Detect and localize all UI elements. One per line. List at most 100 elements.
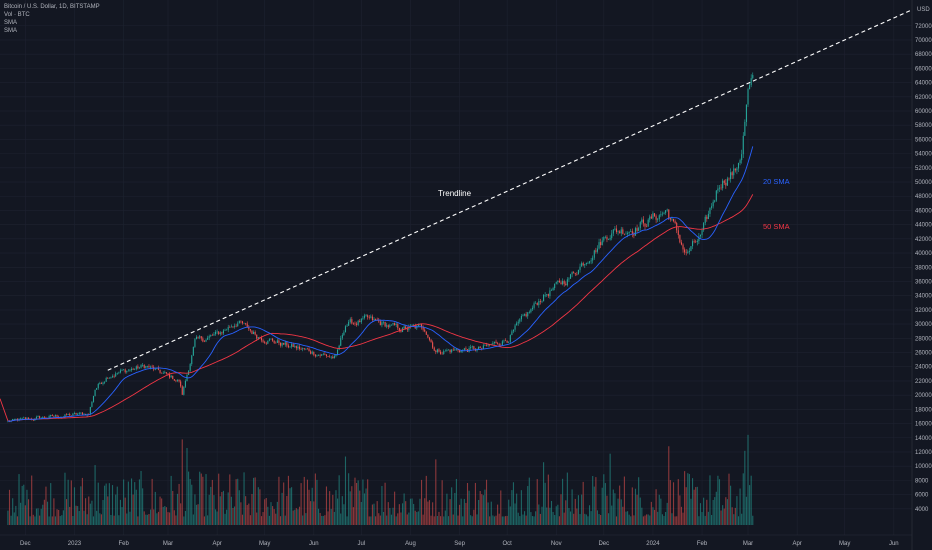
candle-body	[99, 383, 101, 384]
volume-bar	[734, 507, 736, 525]
candle-body	[506, 340, 508, 343]
volume-bar	[615, 516, 618, 525]
candle-body	[718, 187, 721, 189]
volume-bar	[97, 482, 99, 525]
volume-bar	[351, 486, 353, 525]
volume-bar	[316, 479, 318, 525]
volume-bar	[302, 515, 304, 525]
candle-body	[121, 370, 123, 371]
volume-bar	[338, 475, 340, 525]
candle-body	[398, 328, 400, 332]
candle-body	[539, 301, 541, 302]
sma20-label: 20 SMA	[763, 177, 790, 186]
candle-body	[726, 178, 728, 186]
candle-body	[658, 215, 660, 219]
volume-bar	[400, 512, 402, 525]
volume-bar	[180, 503, 182, 525]
volume-bar	[384, 482, 386, 525]
time-tick-label: Sep	[454, 541, 465, 547]
volume-bar	[386, 515, 388, 525]
candle-body	[15, 418, 17, 420]
volume-bar	[284, 515, 286, 525]
candle-body	[27, 417, 30, 420]
volume-bar	[462, 516, 464, 525]
volume-bar	[183, 516, 185, 525]
volume-bar	[520, 490, 522, 525]
volume-bar	[42, 504, 44, 525]
volume-bar	[145, 514, 147, 525]
candle-body	[116, 373, 118, 374]
volume-bar	[260, 516, 263, 525]
candle-body	[140, 365, 142, 368]
candle-body	[105, 378, 107, 382]
volume-bar	[655, 489, 657, 525]
volume-bar	[375, 516, 377, 525]
candle-body	[543, 294, 545, 302]
candle-body	[237, 323, 239, 327]
volume-bar	[363, 493, 366, 525]
volume-bar	[544, 482, 546, 525]
candle-body	[310, 351, 312, 354]
candle-body	[691, 241, 694, 247]
volume-bar	[465, 502, 467, 525]
candle-body	[260, 337, 263, 341]
volume-bar	[627, 511, 629, 525]
volume-bar	[398, 504, 400, 525]
volume-bar	[588, 505, 591, 525]
volume-bar	[373, 503, 375, 525]
candle-body	[371, 316, 373, 320]
candle-body	[408, 326, 410, 330]
volume-bar	[723, 508, 725, 525]
volume-bar	[666, 502, 668, 525]
candle-body	[176, 379, 179, 381]
volume-bar	[531, 516, 534, 525]
candle-body	[425, 331, 427, 335]
price-tick-label: 16000	[915, 422, 932, 428]
candle-body	[386, 325, 388, 327]
candle-body	[378, 320, 380, 322]
candle-body	[178, 379, 180, 382]
candle-body	[91, 401, 93, 407]
candle-body	[256, 334, 258, 339]
price-tick-label: 54000	[915, 152, 932, 158]
volume-bar	[246, 505, 248, 525]
time-tick-label: May	[839, 541, 850, 547]
candle-body	[191, 355, 193, 365]
candle-body	[717, 188, 719, 191]
candle-body	[352, 323, 354, 325]
volume-bar	[711, 515, 713, 525]
candle-body	[118, 372, 120, 374]
candle-body	[175, 380, 177, 382]
price-tick-label: 4000	[915, 507, 929, 513]
volume-bar	[508, 499, 510, 525]
candle-body	[311, 351, 313, 354]
time-tick-label: Apr	[792, 541, 801, 547]
candle-body	[731, 172, 733, 176]
volume-bar	[495, 515, 497, 525]
candle-body	[709, 207, 711, 214]
candle-body	[199, 336, 201, 338]
candle-body	[604, 236, 606, 238]
volume-bar	[623, 476, 625, 525]
volume-bar	[256, 512, 258, 525]
volume-bar	[191, 484, 193, 525]
candle-body	[492, 342, 494, 345]
candle-body	[576, 274, 578, 275]
volume-bar	[184, 510, 186, 525]
candle-body	[238, 320, 240, 324]
volume-bar	[468, 490, 470, 525]
volume-bar	[709, 475, 711, 525]
volume-bar	[427, 501, 429, 525]
candle-body	[329, 356, 331, 358]
candle-body	[127, 370, 129, 372]
volume-bar	[272, 506, 274, 525]
volume-bar	[192, 514, 194, 525]
volume-bar	[650, 501, 652, 525]
candle-body	[20, 418, 22, 420]
volume-bar	[646, 514, 648, 525]
time-tick-label: Aug	[405, 541, 416, 547]
volume-bar	[750, 475, 752, 525]
candle-body	[744, 121, 746, 136]
volume-bar	[137, 516, 139, 525]
